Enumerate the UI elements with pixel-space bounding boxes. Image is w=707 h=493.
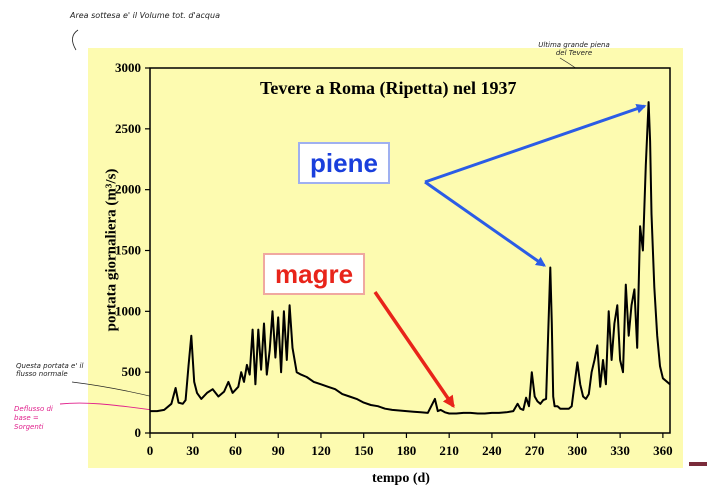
x-tick-label: 60 (229, 443, 242, 458)
y-tick-label: 1000 (115, 303, 141, 318)
series (150, 101, 671, 415)
callout-magre: magre (263, 253, 366, 295)
handwritten-note-base: Deflusso di base = Sorgenti (14, 405, 53, 431)
x-tick-label: 0 (147, 443, 154, 458)
series-line-0 (150, 101, 671, 415)
y-tick-label: 500 (122, 364, 142, 379)
x-tick-label: 120 (311, 443, 331, 458)
slide-edge-mark (689, 462, 707, 466)
x-axis-label: tempo (d) (372, 471, 430, 486)
y-tick-label: 2500 (115, 121, 141, 136)
arrow-piene-secondary (424, 180, 546, 267)
x-tick-label: 210 (439, 443, 459, 458)
x-tick-label: 30 (186, 443, 199, 458)
callout-piene: piene (298, 142, 390, 184)
handwritten-note-left: Questa portata e' il flusso normale (16, 362, 84, 378)
y-tick-label: 2000 (115, 182, 141, 197)
y-tick-label: 1500 (115, 243, 141, 258)
y-tick-label: 0 (135, 425, 142, 440)
tick-labels: 0 500 1000 1500 2000 2500 3000 0 30 60 90 120 150 180… (115, 60, 673, 458)
x-tick-label: 270 (525, 443, 545, 458)
y-tick-label: 3000 (115, 60, 141, 75)
handwritten-note-top: Area sottesa e' il Volume tot. d'acqua (70, 11, 220, 20)
x-tick-label: 90 (272, 443, 285, 458)
x-tick-label: 150 (354, 443, 374, 458)
chart-title: Tevere a Roma (Ripetta) nel 1937 (260, 78, 517, 98)
handwritten-note-peak: Ultima grande piena del Tevere (538, 41, 610, 57)
arrow-piene-peak (424, 103, 647, 184)
x-tick-label: 330 (610, 443, 630, 458)
x-tick-label: 240 (482, 443, 502, 458)
y-axis-label: portata giornaliera (m³/s) (103, 168, 120, 332)
x-tick-label: 180 (397, 443, 417, 458)
arrows (373, 103, 647, 408)
x-tick-label: 360 (653, 443, 673, 458)
arrow-magre (373, 291, 455, 408)
area-note-pointer (72, 29, 79, 51)
x-tick-label: 300 (568, 443, 588, 458)
